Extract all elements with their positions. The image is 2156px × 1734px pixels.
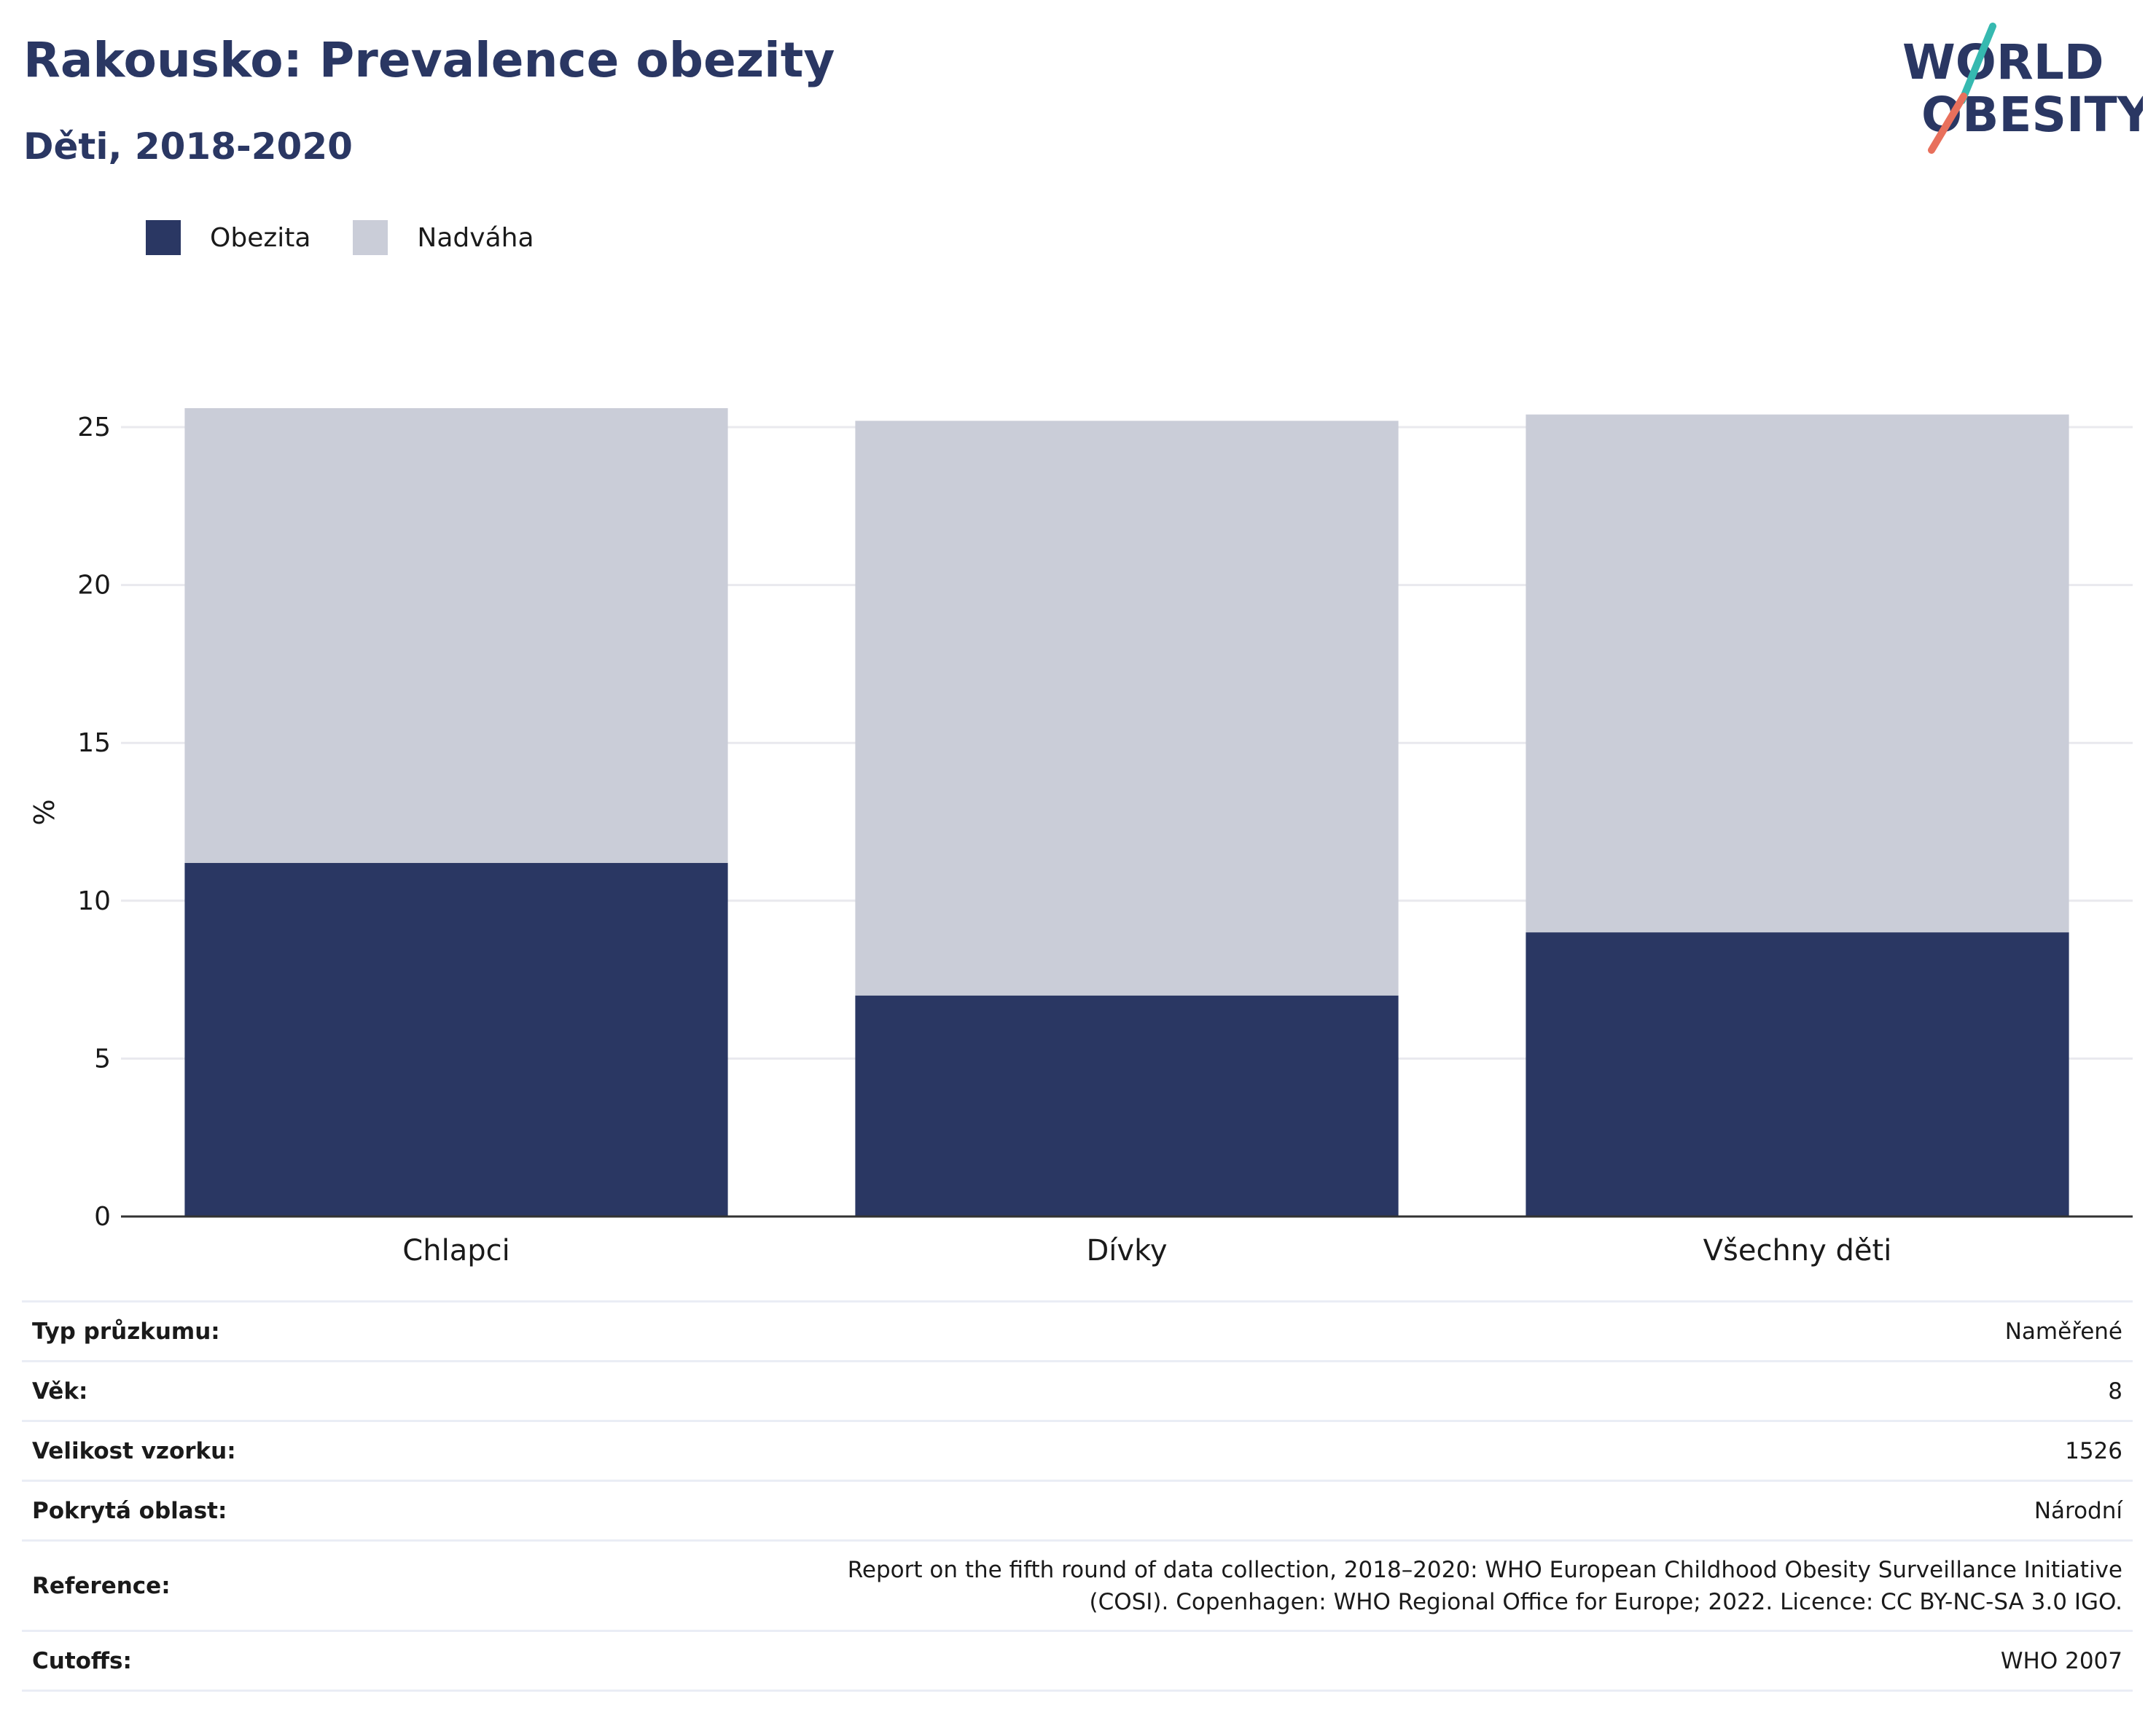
info-value: 8 bbox=[246, 1360, 2133, 1421]
info-label: Věk: bbox=[22, 1360, 246, 1421]
legend-label-obesity: Obezita bbox=[210, 222, 311, 253]
y-axis-label: % bbox=[28, 799, 60, 825]
info-value: WHO 2007 bbox=[246, 1630, 2133, 1692]
info-row: Pokrytá oblast: Národní bbox=[22, 1480, 2133, 1541]
y-tick-label: 5 bbox=[94, 1044, 111, 1074]
x-tick-label: Chlapci bbox=[402, 1234, 509, 1268]
y-tick-label: 10 bbox=[77, 886, 111, 916]
bar-overweight bbox=[184, 408, 728, 863]
info-value: Národní bbox=[246, 1480, 2133, 1541]
info-row: Reference: Report on the fifth round of d… bbox=[22, 1539, 2133, 1631]
info-row: Cutoffs: WHO 2007 bbox=[22, 1630, 2133, 1692]
x-tick-label: Dívky bbox=[1087, 1234, 1168, 1268]
logo-slash-coral bbox=[1928, 93, 1967, 154]
logo-text-world: WORLD bbox=[1902, 34, 2104, 90]
y-tick-label: 0 bbox=[94, 1202, 111, 1232]
info-value: 1526 bbox=[246, 1420, 2133, 1481]
info-label: Pokrytá oblast: bbox=[22, 1480, 246, 1541]
chart-subtitle: Děti, 2018-2020 bbox=[23, 125, 353, 168]
y-tick-label: 20 bbox=[77, 571, 111, 601]
chart-title: Rakousko: Prevalence obezity bbox=[23, 32, 835, 88]
stacked-bar-chart: 0 5 10 15 20 25% Chlapci Dívky Všechny děti bbox=[28, 408, 2133, 1268]
info-row: Věk: 8 bbox=[22, 1360, 2133, 1421]
legend-swatch-overweight bbox=[353, 220, 388, 255]
info-label: Typ průzkumu: bbox=[22, 1300, 246, 1362]
logo-text-obesity: OBESITY bbox=[1921, 87, 2143, 143]
info-row: Velikost vzorku: 1526 bbox=[22, 1420, 2133, 1481]
legend-item-obesity[interactable]: Obezita bbox=[146, 220, 310, 255]
survey-info-table: Typ průzkumu: Naměřené Věk: 8 Velikost vzork… bbox=[22, 1300, 2133, 1692]
info-label: Reference: bbox=[22, 1539, 246, 1631]
chart-legend: Obezita Nadváha bbox=[146, 219, 577, 257]
x-tick-label: Všechny děti bbox=[1703, 1234, 1892, 1268]
bar-obesity bbox=[855, 995, 1399, 1216]
info-row: Typ průzkumu: Naměřené bbox=[22, 1300, 2133, 1362]
info-value: Report on the fifth round of data collec… bbox=[246, 1539, 2133, 1631]
info-label: Cutoffs: bbox=[22, 1630, 246, 1692]
y-tick-label: 15 bbox=[77, 728, 111, 758]
bar-obesity bbox=[184, 862, 728, 1216]
y-tick-label: 25 bbox=[77, 413, 111, 442]
world-obesity-logo: WORLD OBESITY bbox=[1902, 23, 2143, 154]
bar-obesity bbox=[1526, 932, 2069, 1216]
legend-label-overweight: Nadváha bbox=[417, 222, 534, 253]
legend-item-overweight[interactable]: Nadváha bbox=[353, 220, 534, 255]
info-value: Naměřené bbox=[246, 1300, 2133, 1362]
info-label: Velikost vzorku: bbox=[22, 1420, 246, 1481]
bar-overweight bbox=[855, 421, 1399, 996]
logo-slash-teal bbox=[1958, 23, 1996, 104]
legend-swatch-obesity bbox=[146, 220, 181, 255]
bar-overweight bbox=[1526, 414, 2069, 933]
